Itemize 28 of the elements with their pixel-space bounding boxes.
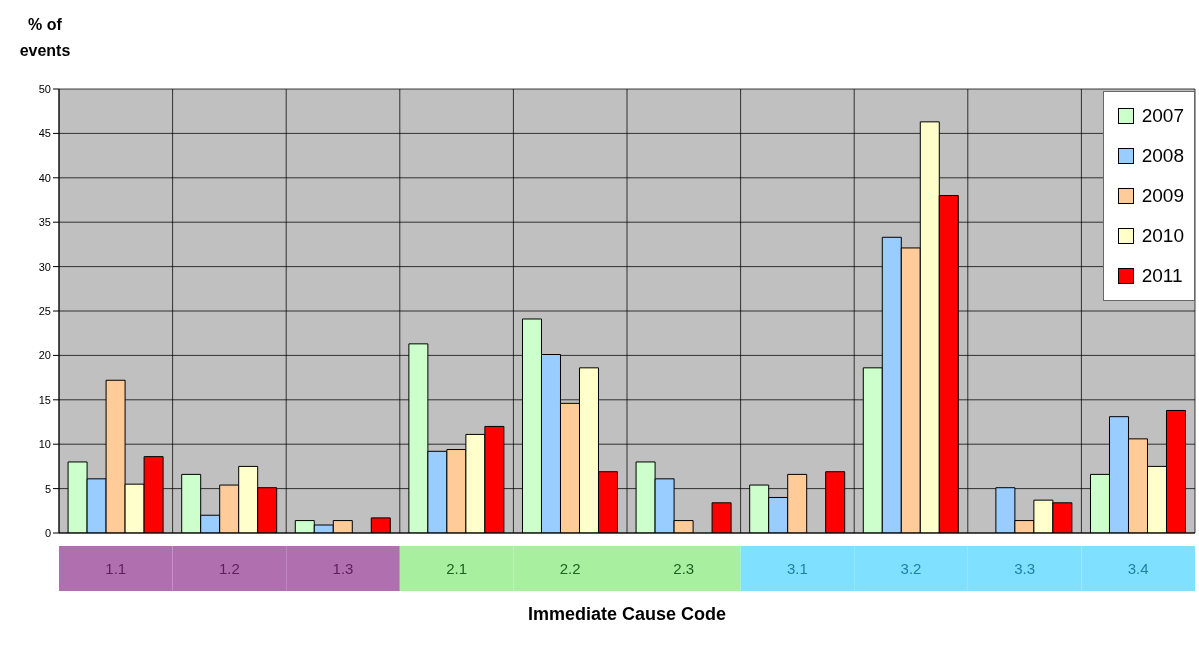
x-axis-title: Immediate Cause Code [526, 604, 728, 625]
x-tick-label: 1.2 [218, 560, 240, 577]
x-tick-label: 1.1 [105, 560, 127, 577]
x-tick-label: 3.1 [786, 560, 808, 577]
y-tick-label: 10 [38, 438, 51, 451]
legend-label: 2011 [1141, 265, 1183, 287]
x-tick-label: 3.4 [1127, 560, 1149, 577]
legend-label: 2009 [1141, 185, 1184, 207]
legend-label: 2008 [1141, 145, 1184, 167]
y-tick-label: 15 [38, 393, 51, 406]
y-tick-label: 40 [38, 171, 51, 184]
x-tick-label: 3.2 [900, 560, 922, 577]
x-tick-label: 3.3 [1014, 560, 1036, 577]
x-tick-label: 2.3 [673, 560, 695, 577]
y-tick-label: 45 [38, 127, 51, 140]
y-tick-label: 25 [38, 304, 51, 317]
y-tick-label: 20 [38, 349, 51, 362]
y-tick-label: 0 [44, 526, 51, 539]
y-axis-title: % of events [18, 15, 72, 61]
x-tick-label: 2.2 [559, 560, 581, 577]
y-tick-label: 5 [44, 482, 51, 495]
legend-label: 2007 [1141, 105, 1184, 127]
y-tick-label: 30 [38, 260, 51, 273]
y-tick-label: 35 [38, 216, 51, 229]
x-tick-label: 1.3 [332, 560, 354, 577]
y-tick-label: 50 [38, 82, 51, 95]
legend-label: 2010 [1141, 225, 1184, 247]
x-tick-label: 2.1 [446, 560, 468, 577]
